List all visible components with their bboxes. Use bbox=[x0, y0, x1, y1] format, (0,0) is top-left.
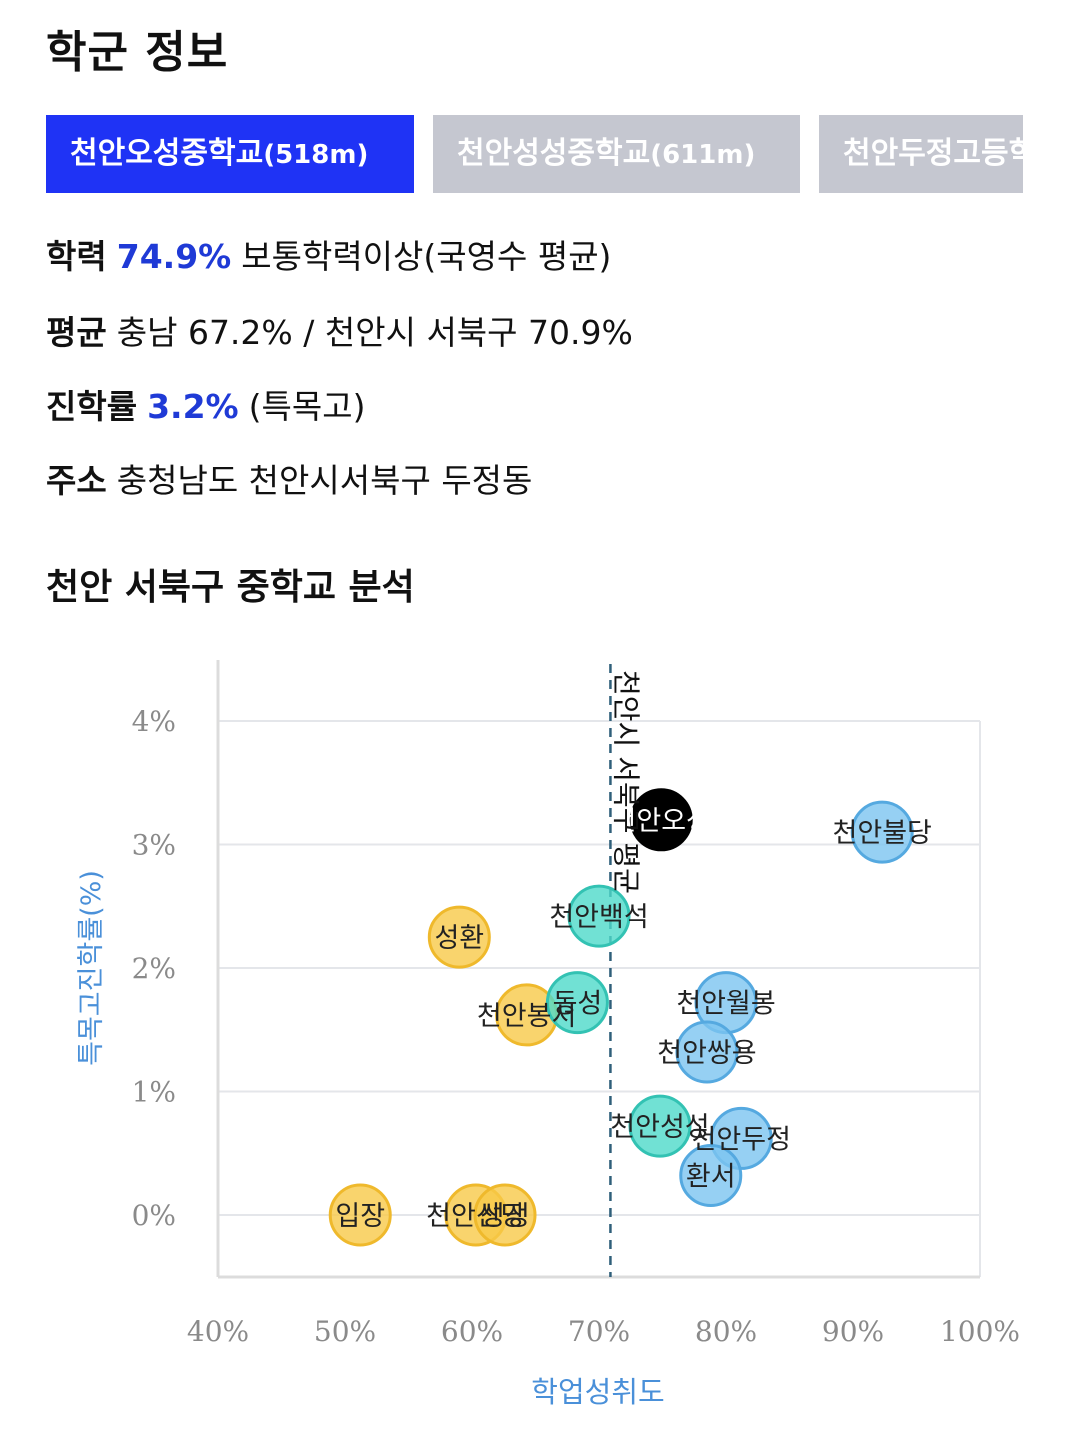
admission-rate-desc: (특목고) bbox=[248, 387, 366, 426]
tab-school-name: 천안오성중학교 bbox=[70, 136, 264, 171]
tab-school-name: 천안두정고등학교 bbox=[843, 136, 1023, 171]
tab-school-2[interactable]: 천안성성중학교(611m) bbox=[433, 115, 800, 193]
data-point-label: 입장 bbox=[335, 1201, 385, 1232]
data-point-label: 천안신당 bbox=[426, 1201, 525, 1232]
x-tick-label: 100% bbox=[940, 1315, 1020, 1348]
average-row: 평균 충남 67.2% / 천안시 서북구 70.9% bbox=[46, 306, 633, 354]
data-point-label: 천안쌍용 bbox=[657, 1038, 756, 1069]
academic-value: 74.9% bbox=[116, 237, 232, 276]
data-point bbox=[850, 800, 914, 864]
x-tick-label: 50% bbox=[314, 1315, 376, 1348]
address-row: 주소 충청남도 천안시서북구 두정동 bbox=[46, 454, 532, 502]
data-point-label: 천안성성 bbox=[610, 1112, 709, 1143]
tab-school-1[interactable]: 천안오성중학교(518m) bbox=[46, 115, 414, 193]
x-tick-label: 60% bbox=[441, 1315, 503, 1348]
y-tick-label: 1% bbox=[132, 1076, 176, 1109]
data-point bbox=[328, 1183, 392, 1247]
data-point-label: 천안백석 bbox=[549, 902, 648, 933]
data-point-label: 환서 bbox=[686, 1161, 736, 1192]
x-tick-label: 40% bbox=[187, 1315, 249, 1348]
address-text: 충청남도 천안시서북구 두정동 bbox=[116, 461, 533, 500]
data-point-label: 천안두정 bbox=[692, 1124, 791, 1155]
address-label: 주소 bbox=[46, 461, 107, 500]
data-point-label: 천안월봉 bbox=[676, 989, 775, 1020]
tab-school-distance: (518m) bbox=[263, 140, 369, 170]
data-point-label: 천안오성 bbox=[612, 806, 711, 837]
data-point-label: 성환 bbox=[434, 923, 484, 954]
tab-school-name: 천안성성중학교 bbox=[457, 136, 651, 171]
admission-rate-row: 진학률 3.2% (특목고) bbox=[46, 380, 365, 428]
average-text: 충남 67.2% / 천안시 서북구 70.9% bbox=[116, 313, 633, 352]
tab-school-3[interactable]: 천안두정고등학교 bbox=[819, 115, 1023, 193]
data-point bbox=[427, 905, 491, 969]
reference-line-label: 천안시 서북구 평균 bbox=[609, 670, 642, 894]
x-tick-label: 80% bbox=[695, 1315, 757, 1348]
y-axis-title: 특목고진학률(%) bbox=[76, 870, 107, 1066]
school-tabs: 천안오성중학교(518m) 천안성성중학교(611m) 천안두정고등학교 bbox=[46, 115, 1023, 193]
data-point bbox=[567, 884, 631, 948]
y-tick-label: 2% bbox=[132, 952, 176, 985]
x-axis-title: 학업성취도 bbox=[531, 1375, 664, 1409]
academic-desc: 보통학력이상(국영수 평균) bbox=[241, 237, 612, 276]
data-point-label: 성정 bbox=[480, 1201, 530, 1232]
data-point bbox=[473, 1183, 537, 1247]
tab-school-distance: (611m) bbox=[650, 140, 756, 170]
data-point-label: 동성 bbox=[553, 989, 603, 1020]
y-tick-label: 4% bbox=[132, 705, 176, 738]
admission-rate-value: 3.2% bbox=[147, 387, 239, 426]
data-point-label: 천안불당 bbox=[833, 818, 932, 849]
data-point bbox=[675, 1020, 739, 1084]
academic-label: 학력 bbox=[46, 237, 107, 276]
admission-rate-label: 진학률 bbox=[46, 387, 138, 426]
data-point-label: 천안봉서 bbox=[477, 1001, 576, 1032]
x-tick-label: 90% bbox=[822, 1315, 884, 1348]
y-tick-label: 3% bbox=[132, 829, 176, 862]
x-tick-label: 70% bbox=[568, 1315, 630, 1348]
section-title: 천안 서북구 중학교 분석 bbox=[46, 567, 415, 608]
data-point bbox=[629, 788, 693, 852]
data-point bbox=[545, 971, 609, 1035]
average-label: 평균 bbox=[46, 313, 107, 352]
scatter-chart: 0% 1% 2% 3% 4% 40% 50% 60% 70% 80% 90% 100% 학업성취도 특목고… bbox=[76, 660, 1020, 1409]
academic-row: 학력 74.9% 보통학력이상(국영수 평균) bbox=[46, 230, 611, 278]
page-title: 학군 정보 bbox=[46, 27, 229, 78]
data-point bbox=[679, 1143, 743, 1207]
y-tick-label: 0% bbox=[132, 1199, 176, 1232]
data-point bbox=[628, 1094, 692, 1158]
